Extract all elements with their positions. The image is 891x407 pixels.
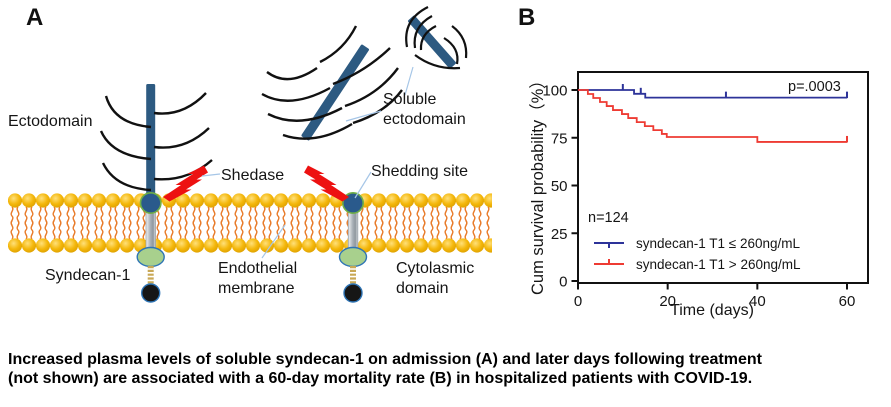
cytoplasmic-terminal-dot — [140, 283, 161, 303]
endothelial-membrane-label: Endothelial membrane — [218, 259, 297, 299]
syndecan-1-molecule — [99, 84, 213, 303]
legend-key-high — [594, 259, 624, 265]
shedding-site-label: Shedding site — [371, 163, 468, 180]
soluble-ectodomain-small — [405, 6, 468, 70]
intracellular-vesicle — [338, 246, 368, 268]
x-tick-label: 60 — [839, 293, 856, 310]
soluble-ectodomain-label-line1: Soluble — [383, 91, 437, 108]
intracellular-vesicle — [136, 246, 165, 268]
x-tick-label: 20 — [659, 293, 676, 310]
syndecan-core-protein-bar — [146, 84, 156, 208]
x-tick-label: 0 — [574, 293, 582, 310]
legend-key-low — [594, 242, 624, 248]
shedase-lightning-icon — [163, 165, 208, 202]
figure-caption: Increased plasma levels of soluble synde… — [8, 350, 762, 388]
syndecan-1-label: Syndecan-1 — [45, 267, 131, 284]
caption-line2: (not shown) are associated with a 60-day… — [8, 370, 753, 387]
syndecan-shedding-diagram — [8, 6, 492, 303]
caption-line1: Increased plasma levels of soluble synde… — [8, 351, 762, 368]
panel-b-label: B — [518, 4, 536, 31]
y-tick-label: 75 — [551, 130, 568, 147]
shedding-site-node — [342, 192, 365, 215]
series-path-0 — [578, 89, 847, 99]
soluble-core-bar — [301, 44, 369, 141]
cytoplasmic-domain-label: Cytolasmic domain — [396, 259, 474, 299]
soluble-ectodomain-label-line2: ectodomain — [383, 111, 466, 128]
legend-label-low: syndecan-1 T1 ≤ 260ng/mL — [636, 235, 801, 251]
y-tick-label: 25 — [551, 226, 568, 243]
cytoplasmic-domain-label-line2: domain — [396, 280, 449, 297]
plot-box — [577, 71, 869, 284]
series-path-1 — [578, 89, 847, 143]
panel-a-label: A — [26, 4, 44, 31]
lipid-bilayer-membrane — [8, 192, 492, 254]
y-tick-label: 50 — [551, 178, 568, 195]
y-tick-label: 0 — [559, 274, 567, 291]
shedase-label: Shedase — [221, 167, 285, 184]
endothelial-membrane-label-line2: membrane — [218, 280, 295, 297]
n-annotation: n=124 — [588, 210, 629, 226]
leader-lines — [201, 66, 414, 259]
heparan-sulfate-chains — [261, 25, 403, 140]
cytoplasmic-domain-label-line1: Cytolasmic — [396, 260, 475, 277]
x-tick-label: 40 — [749, 293, 766, 310]
legend-row-low-group: syndecan-1 T1 ≤ 260ng/mL — [592, 235, 801, 251]
legend-label-high: syndecan-1 T1 > 260ng/mL — [636, 256, 801, 272]
soluble-core-bar — [408, 15, 456, 69]
endothelial-membrane-label-line1: Endothelial — [218, 260, 298, 277]
shedding-lightning-icon — [304, 165, 349, 202]
heparan-sulfate-chains — [405, 6, 468, 70]
ectodomain-label: Ectodomain — [8, 113, 93, 130]
heparan-sulfate-chains — [99, 92, 213, 192]
y-tick-label: 100 — [542, 83, 567, 100]
legend-row-high-group: syndecan-1 T1 > 260ng/mL — [592, 256, 801, 272]
cytoplasmic-terminal-dot — [343, 283, 363, 303]
shed-syndecan-stub — [338, 192, 368, 303]
soluble-ectodomain-label: Soluble ectodomain — [383, 90, 466, 130]
shedding-site-node — [139, 192, 162, 215]
y-axis-title: Cum survival probability（%） — [529, 72, 547, 295]
x-axis-title: Time (days) — [670, 302, 754, 319]
kaplan-meier-chart: 0 20 40 60 0 25 50 75 100 — [542, 71, 869, 310]
soluble-ectodomain-large — [261, 25, 403, 141]
p-value-annotation: p=.0003 — [788, 79, 841, 95]
